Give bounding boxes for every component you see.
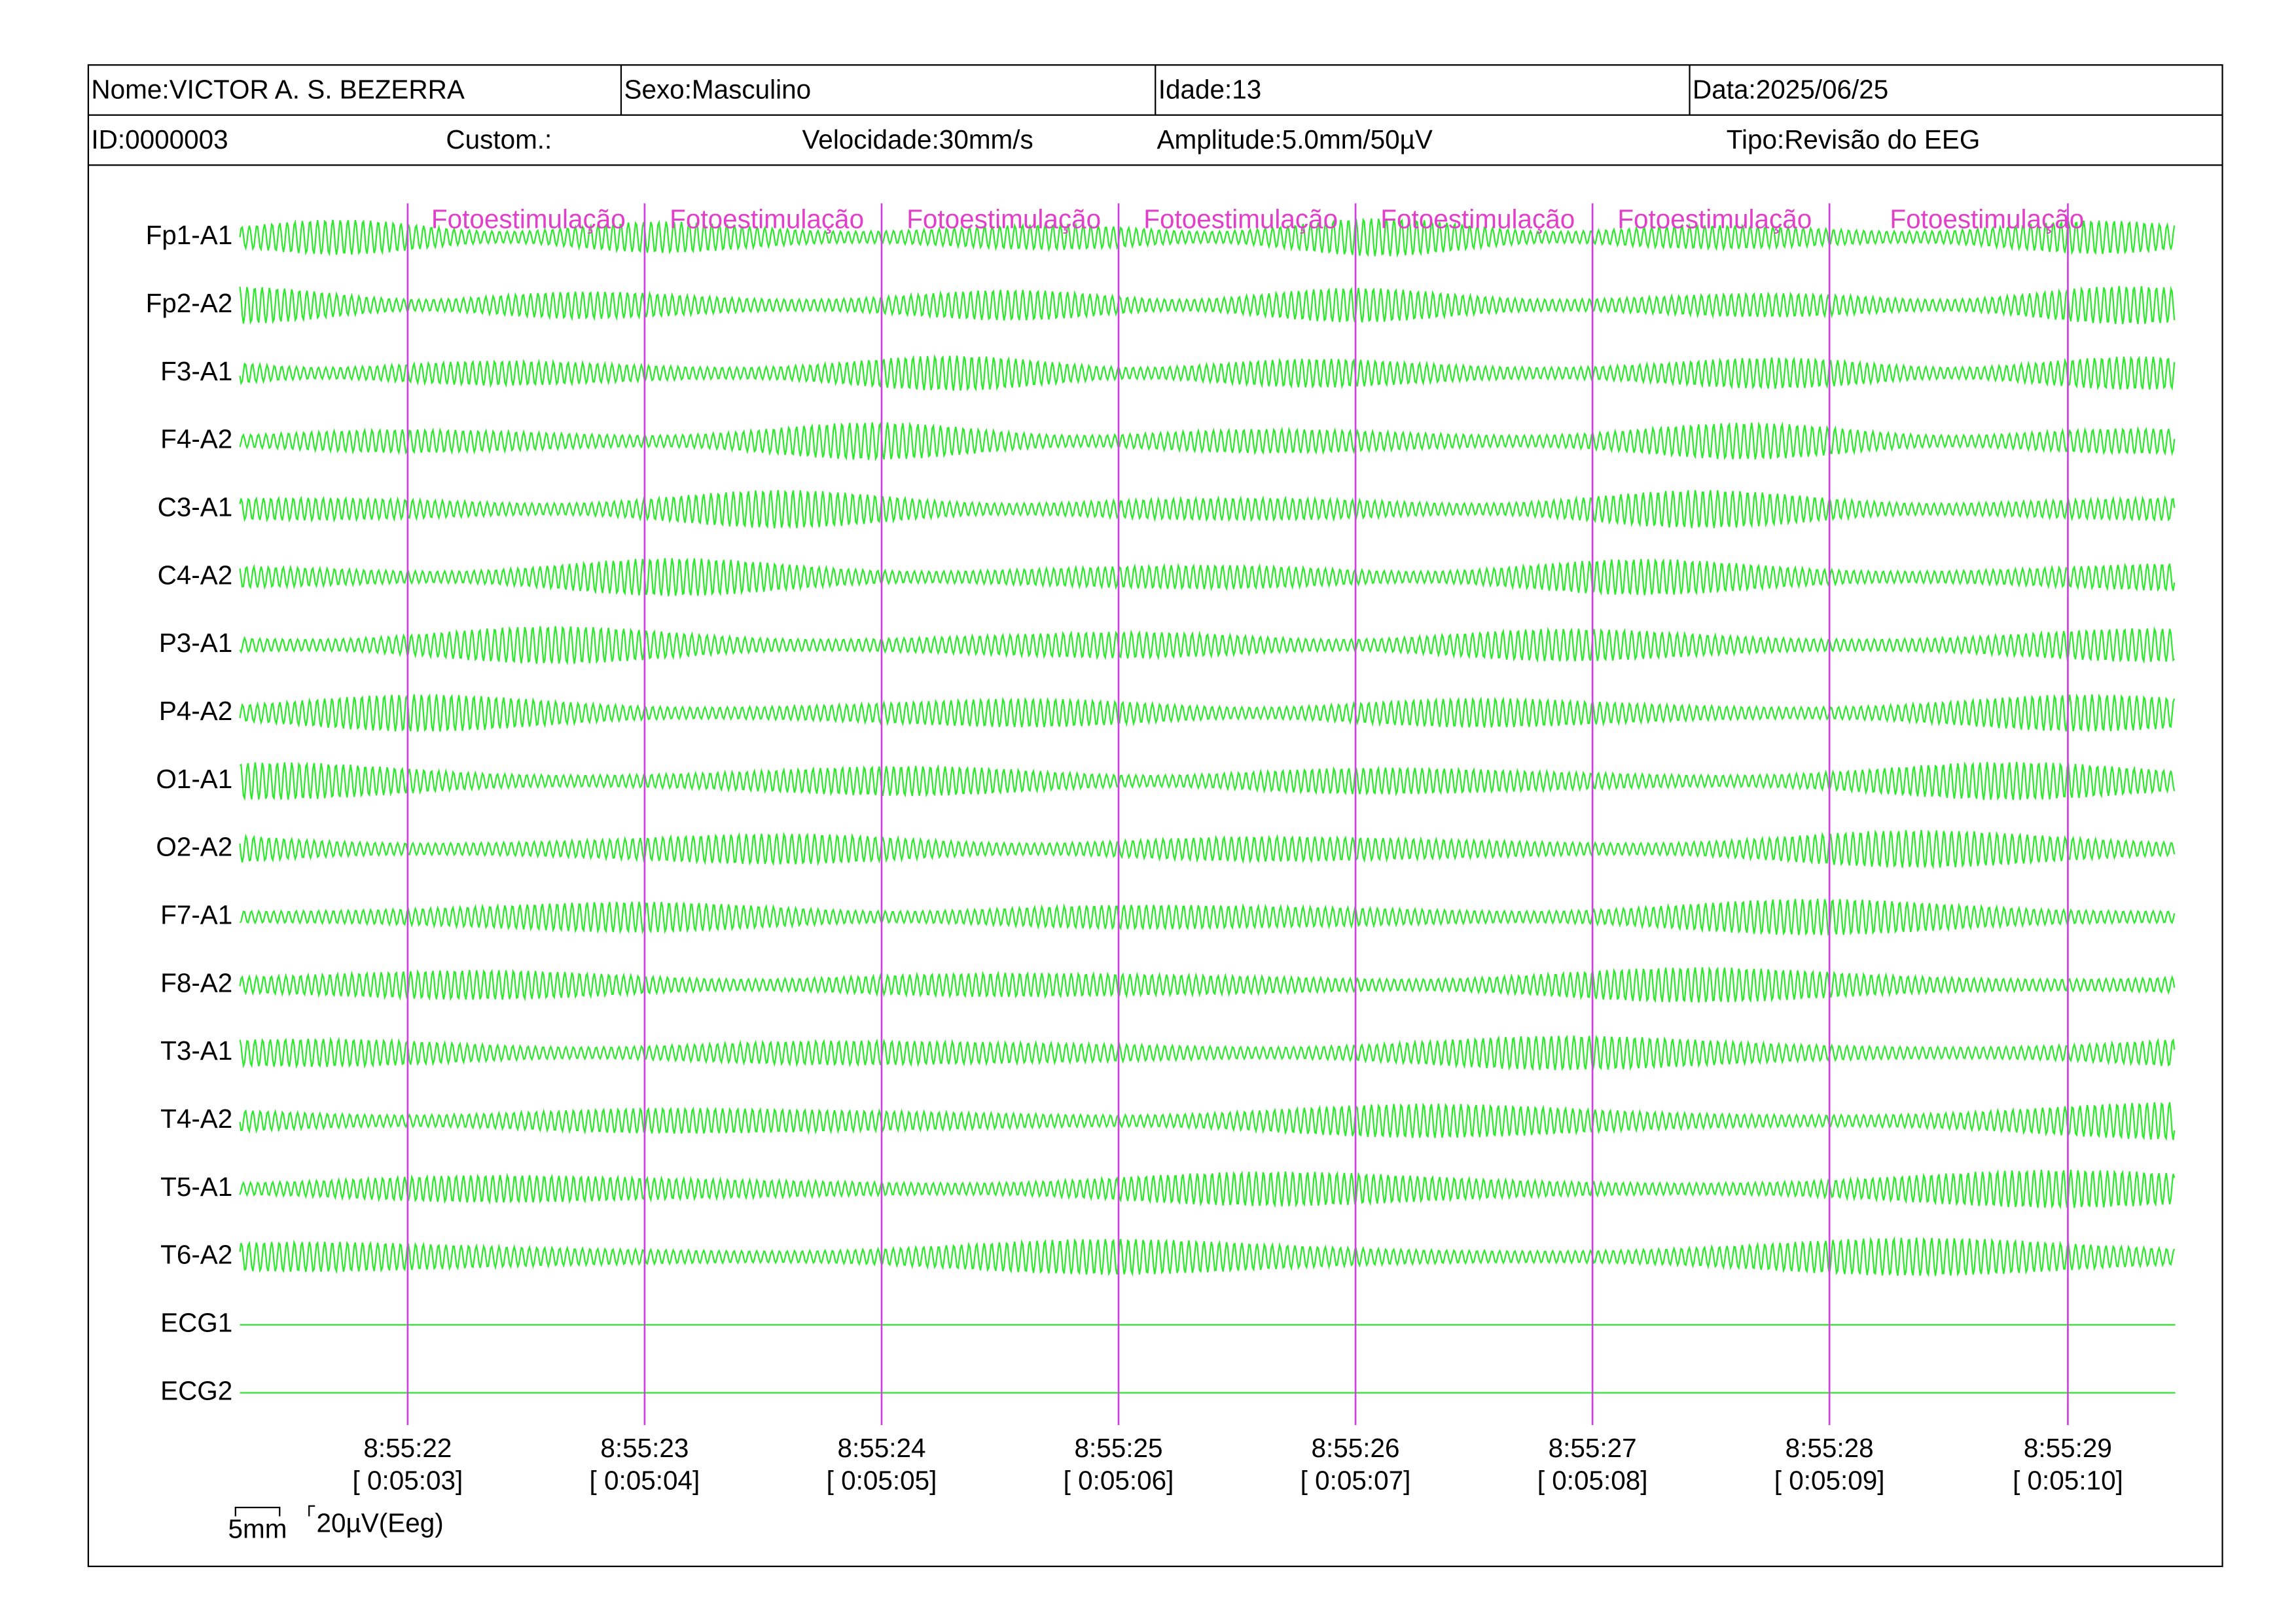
eeg-trace — [239, 626, 2176, 666]
time-scale: 5mm — [228, 1514, 287, 1544]
elapsed-label: [ 0:05:05] — [827, 1465, 937, 1495]
elapsed-label: [ 0:05:04] — [590, 1465, 700, 1495]
channel-label: O1-A1 — [156, 764, 232, 794]
eeg-trace — [239, 693, 2176, 732]
event-label: Fotoestimulação — [1143, 204, 1338, 234]
channel-label: ECG1 — [160, 1308, 232, 1338]
header-field: Custom.: — [446, 124, 552, 154]
channel-label: P4-A2 — [159, 696, 232, 726]
time-label: 8:55:22 — [363, 1433, 452, 1463]
event-label: Fotoestimulação — [1617, 204, 1812, 234]
elapsed-label: [ 0:05:03] — [353, 1465, 463, 1495]
eeg-trace — [240, 761, 2176, 801]
channel-label: T4-A2 — [160, 1104, 232, 1134]
header-field: Tipo:Revisão do EEG — [1727, 124, 1981, 154]
amplitude-scale: 20µV(Eeg) — [316, 1508, 443, 1538]
header-field: Amplitude:5.0mm/50µV — [1157, 124, 1432, 154]
elapsed-label: [ 0:05:09] — [1774, 1465, 1885, 1495]
channel-label: F7-A1 — [160, 900, 232, 930]
eeg-trace — [239, 1034, 2176, 1072]
channel-label: P3-A1 — [159, 628, 232, 658]
eeg-trace — [239, 829, 2176, 869]
channel-label: O2-A2 — [156, 832, 232, 862]
event-label: Fotoestimulação — [1890, 204, 2084, 234]
eeg-trace — [239, 1102, 2176, 1141]
eeg-trace — [239, 965, 2176, 1003]
header-field: Nome:VICTOR A. S. BEZERRA — [91, 74, 464, 104]
channel-label: Fp1-A1 — [146, 220, 233, 250]
eeg-trace — [239, 557, 2176, 597]
amplitude-scale-bar — [308, 1505, 315, 1517]
eeg-trace — [239, 353, 2176, 392]
time-label: 8:55:23 — [600, 1433, 689, 1463]
eeg-trace — [239, 421, 2176, 461]
eeg-trace — [239, 1169, 2176, 1210]
time-label: 8:55:29 — [2024, 1433, 2112, 1463]
time-label: 8:55:28 — [1785, 1433, 1874, 1463]
elapsed-label: [ 0:05:08] — [1537, 1465, 1648, 1495]
channel-label: T6-A2 — [160, 1240, 232, 1270]
time-label: 8:55:27 — [1549, 1433, 1637, 1463]
channel-label: T5-A1 — [160, 1172, 232, 1202]
header-field: Velocidade:30mm/s — [802, 124, 1033, 154]
channel-label: ECG2 — [160, 1375, 232, 1405]
eeg-trace — [239, 1236, 2176, 1277]
event-label: Fotoestimulação — [431, 204, 626, 234]
event-label: Fotoestimulação — [906, 204, 1101, 234]
channel-label: F4-A2 — [160, 424, 232, 454]
channel-label: C4-A2 — [158, 560, 233, 590]
header-field: ID:0000003 — [91, 124, 228, 154]
channel-label: Fp2-A2 — [146, 288, 233, 318]
eeg-trace — [239, 490, 2176, 530]
time-label: 8:55:24 — [837, 1433, 925, 1463]
eeg-trace — [239, 217, 2176, 258]
header-field: Data:2025/06/25 — [1693, 74, 1888, 104]
elapsed-label: [ 0:05:06] — [1064, 1465, 1174, 1495]
event-label: Fotoestimulação — [670, 204, 864, 234]
elapsed-label: [ 0:05:07] — [1300, 1465, 1411, 1495]
header-field: Sexo:Masculino — [624, 74, 811, 104]
channel-label: F3-A1 — [160, 356, 232, 386]
channel-label: T3-A1 — [160, 1036, 232, 1066]
event-label: Fotoestimulação — [1380, 204, 1575, 234]
eeg-trace — [239, 285, 2176, 325]
elapsed-label: [ 0:05:10] — [2013, 1465, 2123, 1495]
channel-label: F8-A2 — [160, 967, 232, 998]
time-label: 8:55:25 — [1075, 1433, 1163, 1463]
header-field: Idade:13 — [1158, 74, 1262, 104]
eeg-trace — [239, 898, 2176, 936]
channel-label: C3-A1 — [158, 492, 233, 522]
time-label: 8:55:26 — [1312, 1433, 1400, 1463]
time-scale-bar — [234, 1506, 281, 1517]
